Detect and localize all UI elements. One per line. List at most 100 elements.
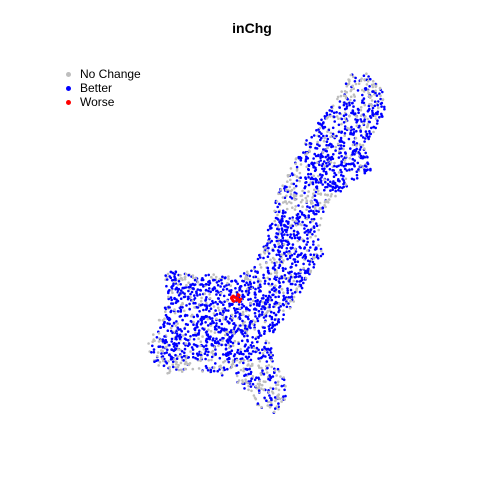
station-point [304, 159, 308, 163]
station-point [275, 405, 279, 408]
station-point [333, 115, 336, 119]
station-point [263, 307, 267, 311]
station-point [352, 75, 355, 78]
station-point [315, 212, 318, 216]
station-point [281, 184, 285, 187]
station-point [247, 352, 251, 355]
station-point [290, 172, 294, 175]
station-point [223, 368, 226, 372]
station-point [301, 205, 304, 208]
station-point [228, 350, 231, 354]
station-point [195, 290, 198, 294]
station-point [293, 247, 297, 251]
station-point [359, 106, 363, 109]
station-point [257, 331, 261, 334]
station-point [246, 381, 249, 385]
station-point [243, 331, 247, 335]
station-point [325, 162, 328, 165]
station-point [211, 338, 214, 342]
station-point [269, 351, 273, 354]
station-point [278, 277, 281, 280]
station-point [337, 156, 341, 159]
station-point [258, 253, 261, 257]
station-point [244, 367, 248, 371]
station-point [195, 305, 198, 309]
station-point [289, 282, 293, 286]
station-point [270, 239, 274, 243]
station-point [248, 308, 251, 312]
station-point [213, 327, 217, 331]
station-point [260, 307, 263, 311]
station-point [345, 107, 348, 110]
station-point [152, 348, 156, 351]
station-point [275, 322, 279, 326]
station-point [242, 369, 245, 373]
station-point [350, 162, 354, 165]
station-point [342, 144, 346, 148]
station-point [156, 359, 160, 362]
station-point [366, 79, 370, 83]
station-point [358, 152, 362, 156]
station-point [151, 344, 154, 348]
station-point [338, 100, 342, 103]
station-point [214, 362, 217, 365]
station-point [163, 352, 166, 355]
station-point [284, 267, 287, 271]
station-point [260, 366, 263, 370]
station-point [300, 286, 304, 290]
station-point [278, 264, 282, 268]
station-point [335, 134, 338, 138]
station-point [258, 302, 261, 306]
station-point [289, 189, 293, 193]
station-point [236, 351, 239, 354]
station-point [273, 369, 277, 372]
station-point [169, 296, 173, 299]
station-point [273, 264, 277, 267]
legend-label-no-change: No Change [80, 67, 141, 81]
station-point [225, 287, 229, 291]
station-point [305, 249, 309, 252]
station-point [298, 179, 301, 183]
station-point [197, 337, 200, 341]
station-point [246, 364, 249, 367]
station-point [249, 379, 253, 383]
station-point [291, 206, 294, 209]
station-point [326, 201, 330, 204]
station-point [240, 339, 244, 343]
station-point [255, 317, 259, 320]
station-point [281, 196, 285, 199]
station-point [281, 211, 285, 215]
station-point [260, 405, 263, 409]
station-point [367, 75, 370, 78]
station-point [328, 109, 332, 112]
station-point [262, 354, 265, 358]
station-point [289, 167, 293, 170]
station-point [306, 151, 309, 155]
station-point [282, 376, 286, 379]
station-point [177, 287, 181, 291]
station-point [275, 271, 279, 275]
station-point [159, 326, 162, 330]
station-point [266, 228, 270, 232]
station-point [374, 117, 378, 121]
station-point [295, 280, 299, 283]
station-point [318, 144, 321, 148]
station-point [353, 99, 356, 102]
station-point [282, 309, 285, 313]
station-point [172, 342, 175, 346]
station-point [263, 332, 266, 336]
station-point [329, 115, 332, 118]
station-point [294, 162, 297, 166]
station-point [207, 273, 210, 277]
station-point [280, 232, 283, 236]
station-point [191, 348, 195, 351]
station-point [195, 334, 198, 337]
station-point [156, 354, 159, 358]
station-point [292, 295, 296, 299]
station-point [366, 155, 369, 159]
station-point [242, 367, 246, 370]
station-point [269, 347, 273, 350]
station-point [162, 364, 166, 368]
station-point [342, 174, 345, 178]
station-point [153, 360, 156, 364]
